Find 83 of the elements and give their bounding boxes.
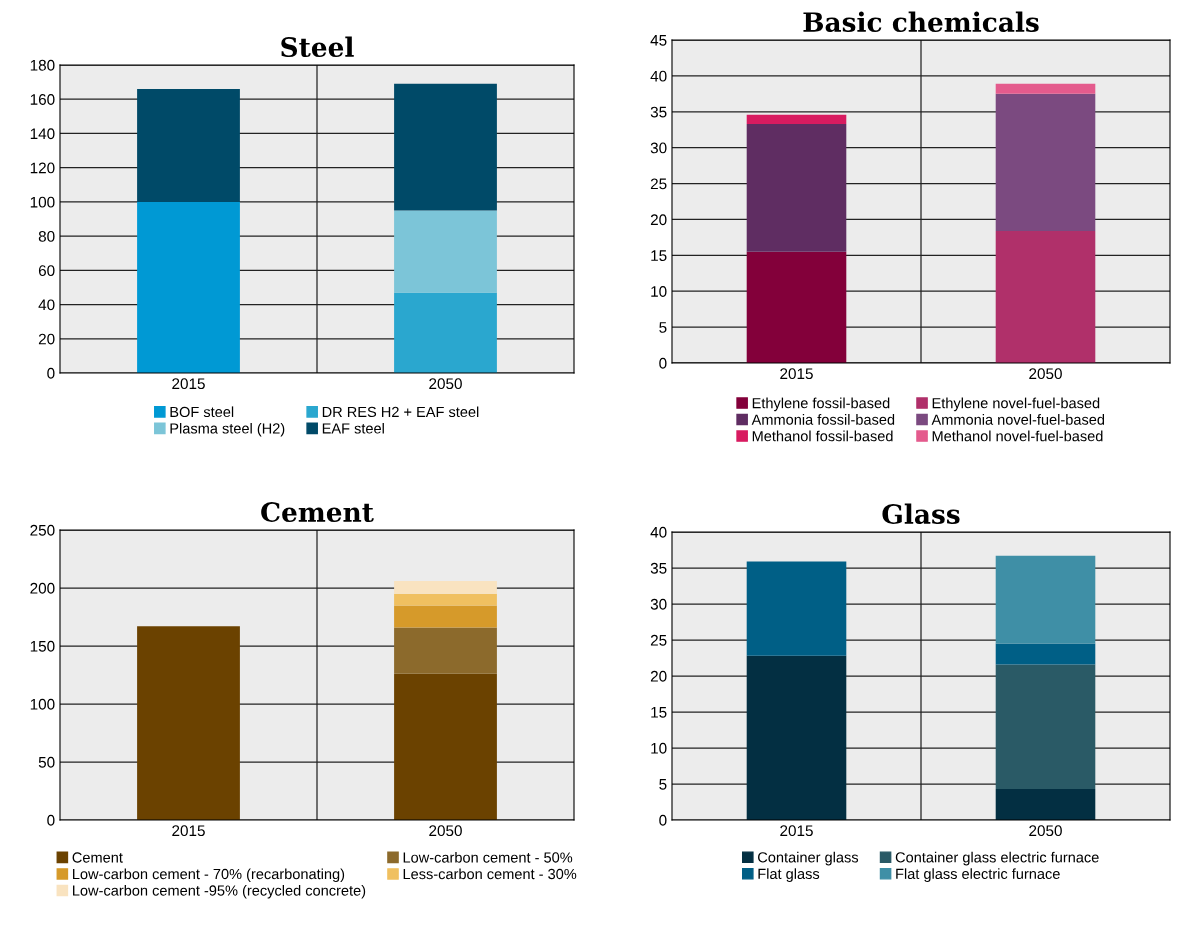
y-tick-label: 0 [47, 814, 55, 826]
legend-label: Low-carbon cement - 50% [403, 851, 573, 863]
bar [995, 555, 1096, 644]
bar [137, 201, 240, 373]
y-tick-label: 0 [47, 367, 55, 379]
bar [137, 626, 240, 820]
legend-label: Container glass electric furnace [895, 851, 1099, 866]
x-tick-label: 2050 [429, 378, 462, 390]
legend-label: Ethylene fossil-based [752, 397, 890, 412]
x-tick-label: 2050 [1029, 825, 1062, 837]
y-tick-label: 120 [30, 162, 55, 174]
legend-label: Methanol novel-fuel-based [932, 430, 1103, 442]
y-tick-label: 10 [651, 742, 667, 754]
bar [995, 664, 1096, 790]
y-tick-label: 40 [650, 70, 667, 82]
legend-label: Ammonia novel-fuel-based [931, 414, 1105, 425]
y-tick-label: 20 [650, 670, 667, 682]
y-tick-label: 20 [38, 333, 55, 345]
y-tick-label: 180 [30, 59, 55, 71]
y-tick-label: 35 [650, 562, 667, 574]
y-tick-label: 40 [650, 526, 667, 538]
y-tick-label: 25 [650, 178, 667, 190]
legend-label: Methanol fossil-based [752, 430, 893, 442]
legend-label: Flat glass [758, 868, 820, 882]
bar [394, 581, 497, 594]
y-tick-label: 20 [650, 214, 667, 226]
y-tick-label: 25 [650, 634, 667, 646]
chart-title: Cement [261, 502, 374, 523]
y-tick-label: 150 [30, 640, 55, 652]
legend-label: Ammonia fossil-based [751, 414, 895, 425]
legend-label: BOF steel [170, 406, 234, 418]
bar [394, 605, 497, 628]
y-tick-label: 160 [30, 94, 55, 105]
x-tick-label: 2050 [1029, 368, 1062, 380]
legend-label: DR RES H2 + EAF steel [322, 406, 479, 418]
y-tick-label: 5 [659, 779, 667, 790]
bar [394, 210, 497, 293]
legend-label: Plasma steel (H2) [170, 422, 285, 437]
bar [995, 789, 1096, 820]
x-tick-label: 2050 [429, 825, 462, 837]
bar [137, 88, 240, 202]
y-tick-label: 45 [650, 35, 667, 46]
x-tick-label: 2015 [780, 825, 813, 837]
bar [746, 561, 847, 656]
y-tick-label: 100 [30, 196, 55, 208]
legend-label: Container glass [758, 851, 859, 866]
bar [995, 643, 1096, 665]
y-tick-label: 0 [659, 814, 667, 826]
bar [394, 627, 497, 674]
x-tick-label: 2015 [780, 368, 813, 380]
y-tick-label: 15 [651, 250, 667, 262]
legend-label: Cement [72, 852, 123, 863]
y-tick-label: 140 [30, 128, 55, 140]
bar [746, 655, 847, 820]
y-tick-label: 100 [30, 698, 55, 710]
y-tick-label: 80 [38, 230, 55, 242]
y-tick-label: 15 [651, 707, 667, 718]
y-tick-label: 50 [38, 756, 55, 768]
bar [394, 673, 497, 820]
y-tick-label: 5 [659, 322, 667, 333]
x-tick-label: 2015 [172, 825, 205, 837]
legend-label: Low-carbon cement - 70% (recarbonating) [73, 868, 345, 883]
y-tick-label: 0 [659, 357, 667, 369]
legend-label: Flat glass electric furnace [896, 868, 1060, 882]
y-tick-label: 200 [30, 582, 55, 594]
y-tick-label: 10 [651, 286, 667, 297]
bar [394, 83, 497, 211]
chart-title: Glass [882, 503, 960, 525]
y-tick-label: 60 [38, 265, 55, 277]
y-tick-label: 30 [650, 598, 667, 610]
chart-title: Steel [281, 36, 354, 58]
legend-label: Ethylene novel-fuel-based [932, 397, 1100, 412]
y-tick-label: 30 [650, 142, 667, 154]
y-tick-label: 250 [30, 524, 55, 536]
y-tick-label: 35 [650, 106, 667, 118]
bar [394, 292, 497, 373]
chart-title: Basic chemicals [803, 11, 1039, 33]
legend-label: Low-carbon cement -95% (recycled concrete) [73, 884, 366, 899]
legend-label: Less-carbon cement - 30% [403, 868, 577, 880]
y-tick-label: 40 [38, 299, 55, 311]
bar [394, 593, 497, 606]
x-tick-label: 2015 [172, 378, 205, 390]
legend-label: EAF steel [322, 422, 384, 434]
